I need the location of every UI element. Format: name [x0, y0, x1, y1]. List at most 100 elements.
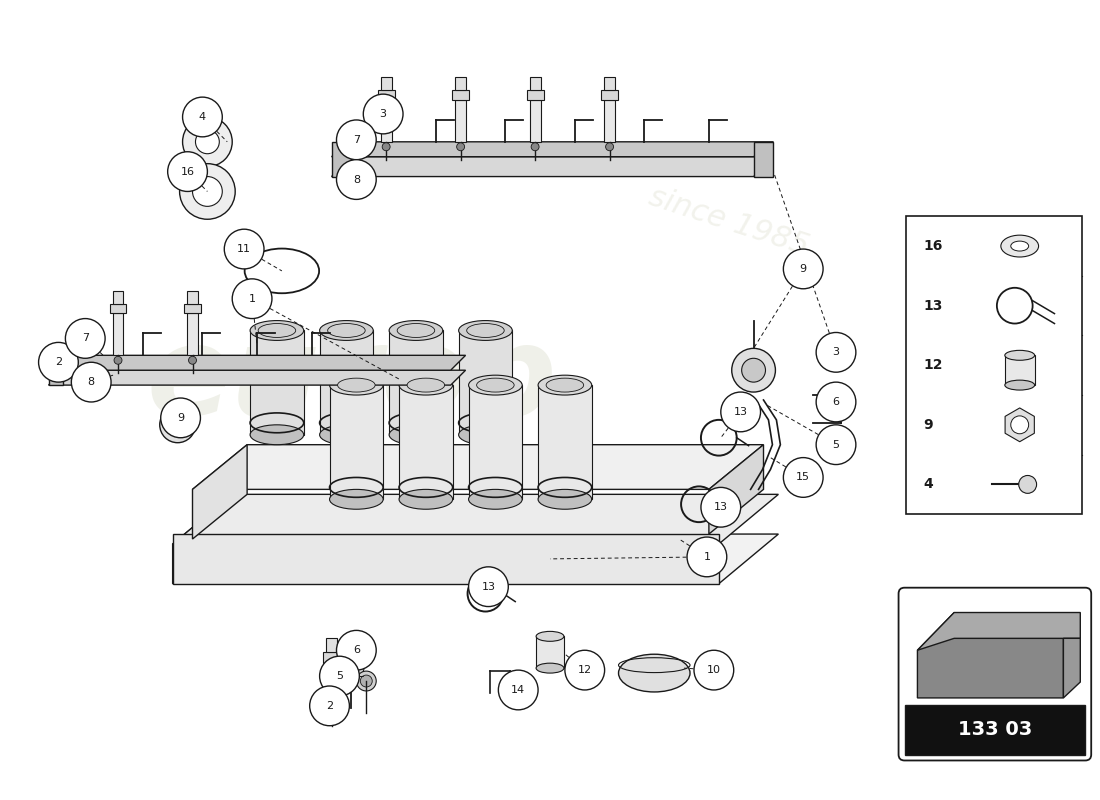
Circle shape	[161, 398, 200, 438]
Circle shape	[72, 362, 111, 402]
Bar	[455, 78, 466, 90]
Polygon shape	[173, 534, 779, 584]
Polygon shape	[389, 330, 442, 434]
Bar	[601, 90, 618, 100]
Ellipse shape	[399, 490, 453, 510]
Polygon shape	[192, 445, 248, 539]
Bar	[905, 216, 1082, 514]
Circle shape	[720, 392, 760, 432]
Text: 13: 13	[714, 502, 728, 512]
Text: 9: 9	[800, 264, 806, 274]
Polygon shape	[331, 157, 773, 177]
Ellipse shape	[389, 425, 442, 445]
Bar	[604, 78, 615, 90]
Text: 10: 10	[707, 665, 721, 675]
Circle shape	[114, 356, 122, 364]
Ellipse shape	[1001, 235, 1038, 257]
Text: 2: 2	[55, 358, 62, 367]
Circle shape	[498, 670, 538, 710]
Text: europ: europ	[146, 320, 557, 441]
Circle shape	[456, 142, 464, 150]
Bar	[536, 636, 564, 668]
Circle shape	[179, 164, 235, 219]
Circle shape	[531, 142, 539, 150]
Bar	[452, 90, 469, 100]
Ellipse shape	[250, 425, 304, 445]
Polygon shape	[330, 385, 383, 499]
Circle shape	[469, 567, 508, 606]
Bar	[377, 90, 395, 100]
Circle shape	[65, 318, 106, 358]
Text: 2: 2	[326, 701, 333, 711]
Polygon shape	[399, 385, 453, 499]
Polygon shape	[320, 330, 373, 434]
Circle shape	[183, 117, 232, 166]
Text: 6: 6	[353, 646, 360, 655]
Text: 1: 1	[249, 294, 255, 304]
Ellipse shape	[546, 378, 584, 392]
Ellipse shape	[330, 490, 383, 510]
Circle shape	[694, 650, 734, 690]
Ellipse shape	[476, 378, 514, 392]
Bar	[604, 100, 615, 142]
Text: 9: 9	[923, 418, 933, 432]
Polygon shape	[754, 142, 773, 177]
Ellipse shape	[397, 323, 434, 338]
Polygon shape	[173, 534, 718, 584]
Text: 7: 7	[81, 334, 89, 343]
Circle shape	[320, 656, 360, 696]
Circle shape	[160, 407, 196, 442]
Ellipse shape	[538, 490, 592, 510]
Circle shape	[732, 348, 775, 392]
Text: 7: 7	[353, 135, 360, 145]
Ellipse shape	[536, 663, 564, 673]
Text: 5: 5	[336, 671, 343, 681]
Text: 133 03: 133 03	[958, 720, 1032, 739]
Circle shape	[183, 97, 222, 137]
Bar	[326, 638, 337, 652]
Text: 16: 16	[180, 166, 195, 177]
Circle shape	[701, 487, 740, 527]
Ellipse shape	[1011, 241, 1028, 251]
Ellipse shape	[250, 321, 304, 341]
Ellipse shape	[466, 323, 504, 338]
Bar	[381, 100, 392, 142]
Text: 13: 13	[482, 582, 495, 592]
Polygon shape	[173, 494, 232, 584]
Text: 5: 5	[833, 440, 839, 450]
Polygon shape	[1005, 408, 1034, 442]
Polygon shape	[538, 385, 592, 499]
Circle shape	[188, 356, 197, 364]
Text: 12: 12	[578, 665, 592, 675]
Circle shape	[224, 229, 264, 269]
Text: 3: 3	[833, 347, 839, 358]
Ellipse shape	[618, 654, 690, 692]
Text: 13: 13	[734, 407, 748, 417]
Ellipse shape	[338, 378, 375, 392]
Ellipse shape	[258, 323, 296, 338]
Ellipse shape	[536, 631, 564, 642]
Circle shape	[783, 249, 823, 289]
Circle shape	[361, 675, 372, 687]
Bar	[904, 705, 1086, 754]
Ellipse shape	[1004, 380, 1035, 390]
Bar	[527, 90, 543, 100]
Circle shape	[688, 537, 727, 577]
Bar	[184, 304, 201, 314]
Polygon shape	[917, 613, 1064, 698]
Bar	[381, 78, 392, 90]
Polygon shape	[331, 142, 773, 157]
Circle shape	[783, 458, 823, 498]
Circle shape	[232, 279, 272, 318]
Text: 6: 6	[833, 397, 839, 407]
Polygon shape	[192, 445, 763, 490]
Circle shape	[816, 425, 856, 465]
Polygon shape	[331, 142, 351, 177]
Bar	[187, 290, 198, 304]
Text: 4: 4	[199, 112, 206, 122]
Text: since 1985: since 1985	[645, 182, 813, 261]
Circle shape	[337, 630, 376, 670]
Circle shape	[363, 94, 403, 134]
Circle shape	[192, 177, 222, 206]
Circle shape	[39, 342, 78, 382]
